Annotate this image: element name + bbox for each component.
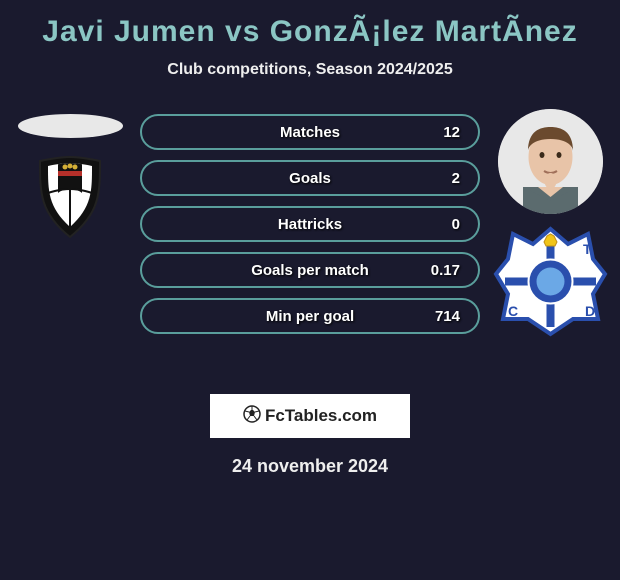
snapshot-date: 24 november 2024 <box>0 456 620 477</box>
main-comparison-area: C D T Matches 12 Goals 2 Hattricks 0 Goa… <box>0 109 620 369</box>
stat-label: Goals <box>289 170 331 187</box>
right-club-logo: C D T <box>493 224 608 339</box>
stat-bars: Matches 12 Goals 2 Hattricks 0 Goals per… <box>140 114 480 344</box>
brand-text: FcTables.com <box>265 406 377 426</box>
left-player-avatar <box>18 114 123 138</box>
svg-text:D: D <box>585 303 595 319</box>
comparison-title: Javi Jumen vs GonzÃ¡lez MartÃ­nez <box>0 15 620 49</box>
right-player-avatar <box>498 109 603 214</box>
stat-label: Min per goal <box>266 308 354 325</box>
left-player-column <box>10 109 130 241</box>
cross-shield-icon: C D T <box>493 224 608 339</box>
shield-icon <box>26 153 114 241</box>
stat-right-value: 0 <box>452 216 460 233</box>
stat-row-matches: Matches 12 <box>140 114 480 150</box>
svg-text:C: C <box>508 303 518 319</box>
stat-right-value: 2 <box>452 170 460 187</box>
stat-row-mpg: Min per goal 714 <box>140 298 480 334</box>
season-subtitle: Club competitions, Season 2024/2025 <box>0 61 620 79</box>
stat-label: Matches <box>280 124 340 141</box>
stat-right-value: 12 <box>443 124 460 141</box>
player-face-icon <box>498 109 603 214</box>
brand-footer: FcTables.com <box>210 394 410 438</box>
stat-row-hattricks: Hattricks 0 <box>140 206 480 242</box>
stat-label: Hattricks <box>278 216 342 233</box>
stat-row-goals: Goals 2 <box>140 160 480 196</box>
stat-label: Goals per match <box>251 262 369 279</box>
infographic-container: Javi Jumen vs GonzÃ¡lez MartÃ­nez Club c… <box>0 0 620 580</box>
stat-right-value: 0.17 <box>431 262 460 279</box>
stat-row-gpm: Goals per match 0.17 <box>140 252 480 288</box>
right-player-column: C D T <box>490 109 610 339</box>
soccer-ball-icon <box>243 405 261 428</box>
left-club-logo <box>26 153 114 241</box>
stat-right-value: 714 <box>435 308 460 325</box>
svg-text:T: T <box>583 241 592 257</box>
